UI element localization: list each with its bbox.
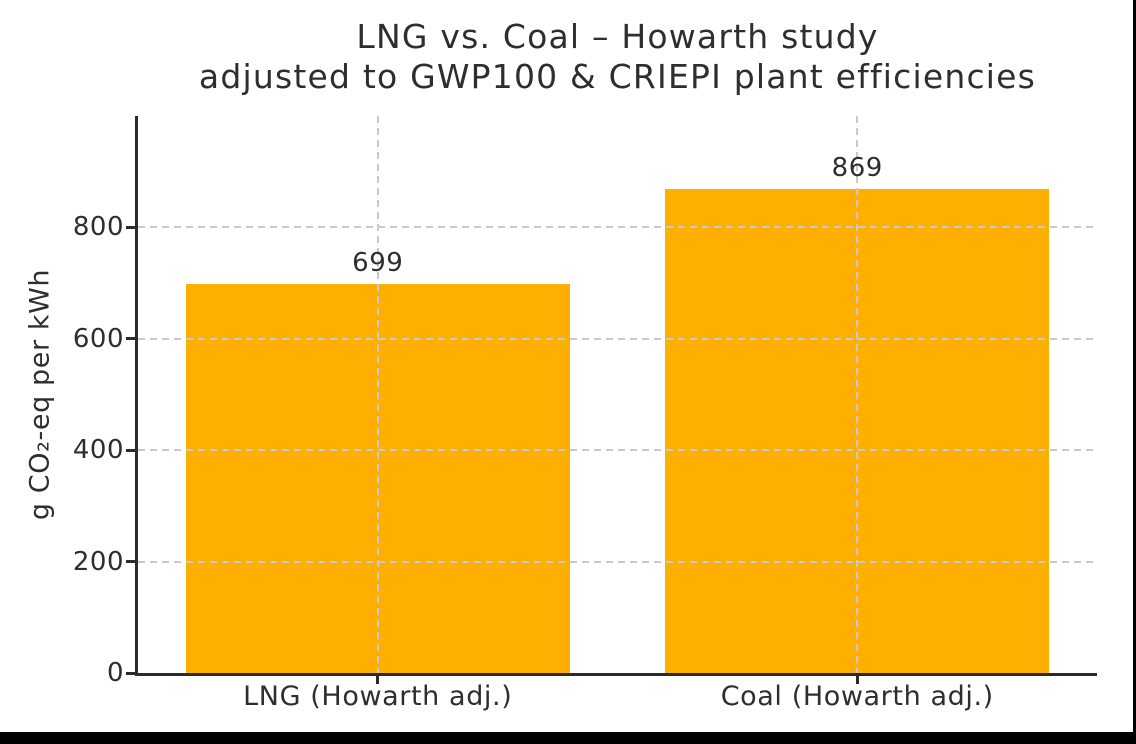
y-tick-label: 0 [106,658,124,688]
y-tick-mark [126,225,135,229]
gridline-v [856,116,859,673]
x-tick-label: LNG (Howarth adj.) [243,681,513,712]
y-tick-mark [126,560,135,564]
gridline-h [138,226,1097,229]
window-edge-right [1133,0,1136,744]
y-tick-label: 600 [72,323,124,354]
y-tick-label: 200 [72,546,124,577]
y-tick-label: 800 [72,212,124,243]
y-tick-mark [126,671,135,675]
y-tick-mark [126,337,135,341]
y-tick-label: 400 [72,435,124,466]
y-tick-mark [126,448,135,452]
bar-value-label: 869 [831,152,883,183]
gridline-v [376,116,379,673]
gridline-h [138,337,1097,340]
x-tick-mark [855,676,859,684]
bar-value-label: 699 [352,247,404,278]
y-axis-label: g CO₂-eq per kWh [24,268,56,521]
chart-title-line1: LNG vs. Coal – Howarth study [356,17,879,56]
gridline-h [138,560,1097,563]
window-edge-bottom [0,732,1136,744]
x-tick-label: Coal (Howarth adj.) [720,681,994,712]
chart-title: LNG vs. Coal – Howarth study adjusted to… [138,17,1097,97]
gridline-h [138,449,1097,452]
x-tick-mark [376,676,380,684]
chart-title-line2: adjusted to GWP100 & CRIEPI plant effici… [198,57,1037,96]
plot-area [135,116,1097,676]
